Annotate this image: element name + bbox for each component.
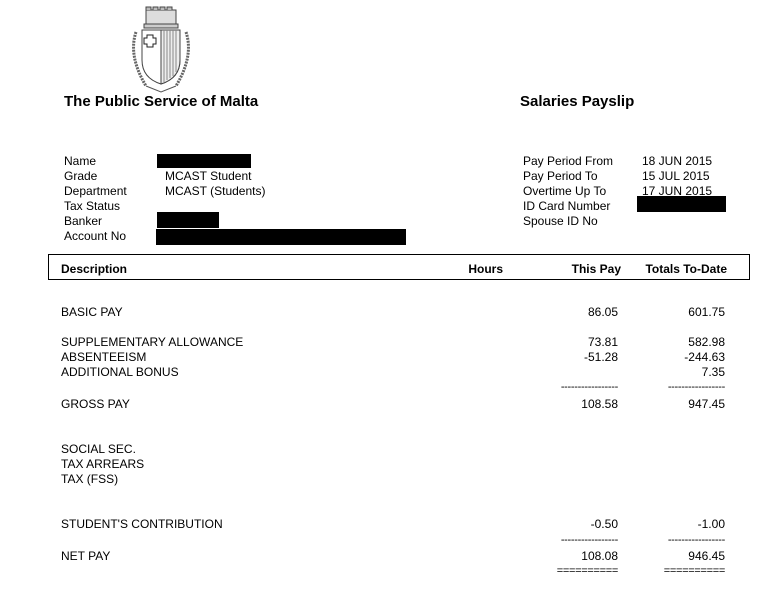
row-this-pay: 73.81 xyxy=(587,335,618,349)
row-description: ADDITIONAL BONUS xyxy=(61,365,179,379)
row-totals: 601.75 xyxy=(688,305,725,319)
row-totals: 947.45 xyxy=(688,397,725,411)
row-description: TAX ARREARS xyxy=(61,457,145,471)
subtotal-rule: ----------------- xyxy=(667,381,725,393)
label-pay-period-to: Pay Period To xyxy=(523,169,598,183)
row-totals: -244.63 xyxy=(684,350,725,364)
department-value: MCAST (Students) xyxy=(165,184,266,198)
row-totals: 946.45 xyxy=(688,549,725,563)
org-title: The Public Service of Malta xyxy=(64,93,259,110)
row-description: ABSENTEEISM xyxy=(61,350,147,364)
row-description: GROSS PAY xyxy=(61,397,130,411)
subtotal-rule: ----------------- xyxy=(667,534,725,546)
row-this-pay: 108.58 xyxy=(581,397,618,411)
row-this-pay: 108.08 xyxy=(581,549,618,563)
label-account-no: Account No xyxy=(64,229,127,243)
row-totals: -1.00 xyxy=(697,517,725,531)
col-description: Description xyxy=(61,262,128,276)
row-description: BASIC PAY xyxy=(61,305,123,319)
row-description: TAX (FSS) xyxy=(61,472,119,486)
redacted-banker xyxy=(157,212,219,228)
row-description: SOCIAL SEC. xyxy=(61,442,136,456)
total-double-rule: ========== xyxy=(663,565,726,577)
label-id-card-number: ID Card Number xyxy=(523,199,611,213)
subtotal-rule: ----------------- xyxy=(560,381,618,393)
total-double-rule: ========== xyxy=(556,565,619,577)
redacted-account-no xyxy=(156,229,406,245)
label-pay-period-from: Pay Period From xyxy=(523,154,614,168)
label-name: Name xyxy=(64,154,97,168)
pay-period-from-value: 18 JUN 2015 xyxy=(642,154,713,168)
label-department: Department xyxy=(64,184,127,198)
row-description: NET PAY xyxy=(61,549,111,563)
row-description: SUPPLEMENTARY ALLOWANCE xyxy=(61,335,244,349)
row-this-pay: 86.05 xyxy=(587,305,618,319)
label-spouse-id-no: Spouse ID No xyxy=(523,214,598,228)
label-tax-status: Tax Status xyxy=(64,199,121,213)
overtime-up-to-value: 17 JUN 2015 xyxy=(642,184,713,198)
col-totals-to-date: Totals To-Date xyxy=(645,262,727,276)
pay-period-to-value: 15 JUL 2015 xyxy=(642,169,710,183)
row-this-pay: -51.28 xyxy=(583,350,618,364)
label-banker: Banker xyxy=(64,214,103,228)
doc-title: Salaries Payslip xyxy=(520,93,635,110)
row-this-pay: -0.50 xyxy=(590,517,618,531)
grade-value: MCAST Student xyxy=(165,169,252,183)
column-header-box xyxy=(48,254,750,280)
row-totals: 7.35 xyxy=(701,365,725,379)
col-this-pay: This Pay xyxy=(571,262,621,276)
label-overtime-up-to: Overtime Up To xyxy=(523,184,607,198)
row-totals: 582.98 xyxy=(688,335,725,349)
redacted-id-card-number xyxy=(637,196,726,212)
label-grade: Grade xyxy=(64,169,98,183)
malta-crest-logo xyxy=(132,6,190,93)
redacted-name xyxy=(157,154,251,168)
subtotal-rule: ----------------- xyxy=(560,534,618,546)
row-description: STUDENT'S CONTRIBUTION xyxy=(61,517,223,531)
col-hours: Hours xyxy=(468,262,503,276)
